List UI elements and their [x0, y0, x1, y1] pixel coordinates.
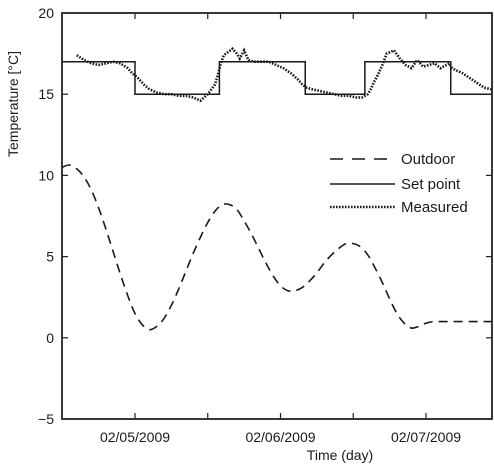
ticks-layer: −5 0 5 10 15 20 02/05/2009 02/06/2009 02/07/2009: [38, 5, 492, 445]
y-axis-title: Temperature [°C]: [5, 51, 21, 157]
y-tick-label: −5: [38, 411, 54, 427]
y-tick-label: 20: [38, 5, 54, 21]
y-tick-label: 0: [46, 330, 54, 346]
legend-label-outdoor: Outdoor: [401, 151, 455, 168]
series-set-point-line: [62, 60, 492, 95]
y-tick-label: 15: [38, 86, 54, 102]
legend-label-set-point: Set point: [401, 176, 461, 193]
y-tick-label: 5: [46, 249, 54, 265]
plot-frame: [61, 12, 493, 420]
series-outdoor-line: [62, 164, 492, 331]
legend-label-measured: Measured: [401, 199, 468, 216]
x-tick-label: 02/07/2009: [391, 429, 461, 445]
x-tick-label: 02/06/2009: [245, 429, 315, 445]
y-tick-label: 10: [38, 167, 54, 183]
x-tick-label: 02/05/2009: [100, 429, 170, 445]
series-measured-line: [76, 46, 492, 103]
x-axis-title: Time (day): [307, 447, 373, 463]
series-layer: [62, 46, 492, 331]
legend: Outdoor Set point Measured: [330, 151, 468, 216]
